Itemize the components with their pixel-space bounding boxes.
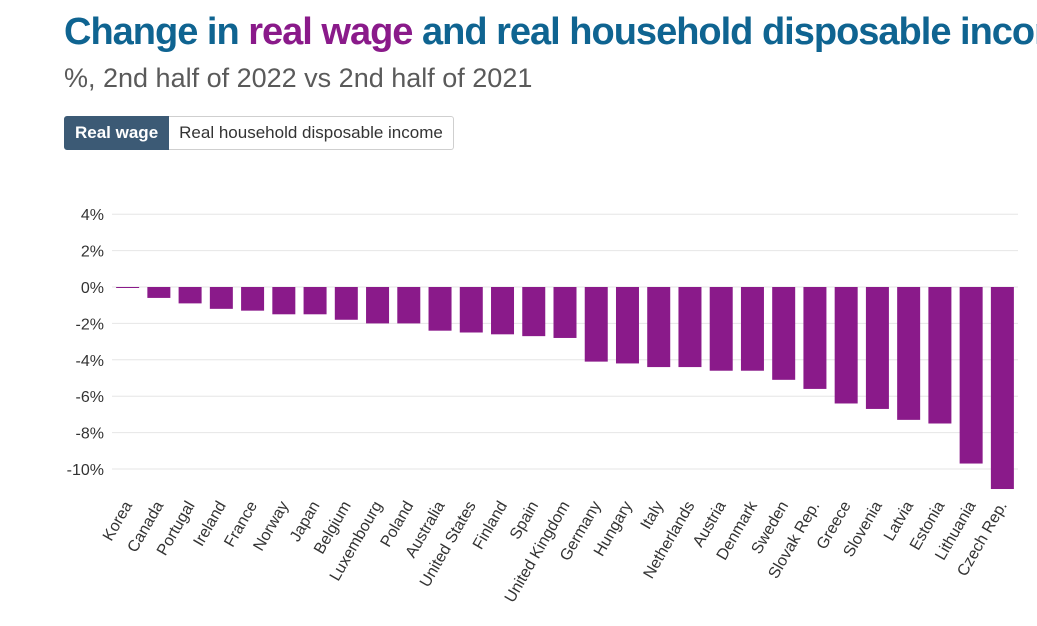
tab-real-wage[interactable]: Real wage [64,116,170,150]
title-part-real-wage: real wage [248,11,413,53]
bar [709,287,733,371]
bar [678,287,702,368]
bar [428,287,452,331]
y-tick-label: 4% [81,207,104,224]
bar [772,287,796,380]
title-part-change-in: Change in [64,11,249,53]
y-tick-label: 0% [81,280,104,297]
bar [647,287,671,368]
bar [116,287,140,288]
bar [303,287,327,315]
chart-title: Change in real wage and real household d… [64,10,1037,56]
y-tick-label: -4% [76,353,104,370]
chart-subtitle: %, 2nd half of 2022 vs 2nd half of 2021 [64,63,533,93]
y-tick-label: -8% [76,426,104,443]
y-tick-label: -6% [76,389,104,406]
bar [272,287,296,315]
bar [897,287,921,420]
tab-real-household-disposable-income[interactable]: Real household disposable income [169,116,454,150]
series-toggle: Real wage Real household disposable inco… [64,116,454,150]
bar [803,287,827,389]
bar [209,287,233,309]
y-tick-label: -10% [67,462,104,479]
bar [397,287,421,324]
bar [241,287,265,311]
bar [615,287,639,364]
y-tick-label: -2% [76,316,104,333]
bar [334,287,358,320]
bar [366,287,390,324]
bar [147,287,171,298]
bar [959,287,983,464]
bar [834,287,858,404]
bar [584,287,608,362]
title-part-household-income: and real household disposable income [412,11,1037,53]
bar [491,287,515,335]
bar [522,287,546,337]
y-tick-label: 2% [81,244,104,261]
bar [740,287,764,371]
bar [865,287,889,409]
bar [459,287,483,333]
x-tick-label: Italy [638,499,667,533]
bar [178,287,202,304]
bar [990,287,1014,490]
bar [553,287,577,338]
bar [928,287,952,424]
